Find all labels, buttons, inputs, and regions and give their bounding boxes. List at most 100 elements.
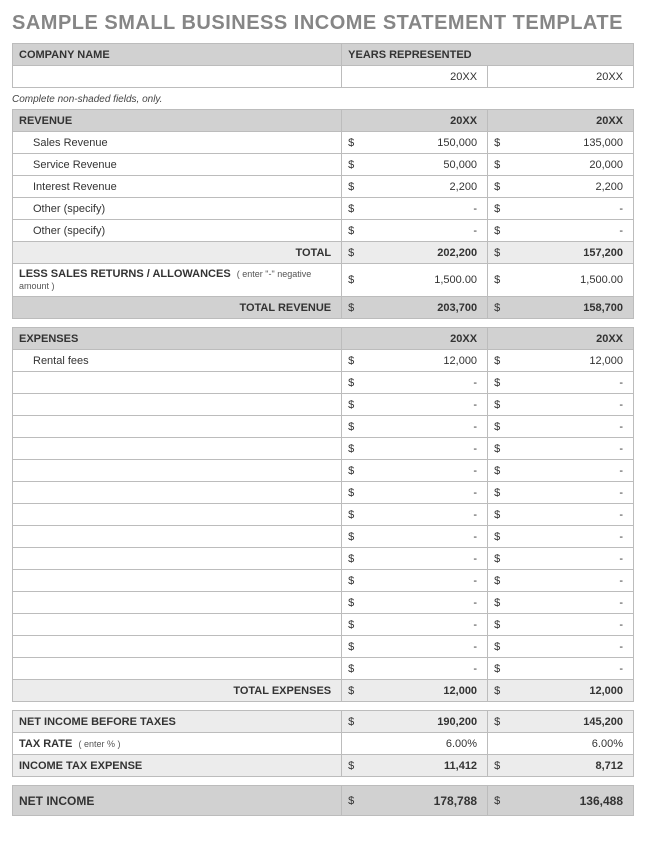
row-value-1[interactable]: 2,200: [360, 176, 487, 198]
currency-symbol: $: [488, 460, 507, 482]
less-returns-v2[interactable]: 1,500.00: [506, 264, 633, 297]
nibt-label: NET INCOME BEFORE TAXES: [13, 711, 342, 733]
currency-symbol: $: [488, 711, 507, 733]
row-label[interactable]: Rental fees: [13, 350, 342, 372]
row-label[interactable]: [13, 636, 342, 658]
currency-symbol: $: [342, 614, 361, 636]
row-value-1[interactable]: -: [360, 482, 487, 504]
row-value-2[interactable]: -: [506, 614, 633, 636]
row-value-1[interactable]: -: [360, 220, 487, 242]
row-value-2[interactable]: -: [506, 570, 633, 592]
row-label[interactable]: [13, 570, 342, 592]
currency-symbol: $: [342, 548, 361, 570]
currency-symbol: $: [488, 198, 507, 220]
currency-symbol: $: [488, 755, 507, 777]
currency-symbol: $: [488, 394, 507, 416]
less-returns-v1[interactable]: 1,500.00: [360, 264, 487, 297]
row-label[interactable]: [13, 460, 342, 482]
row-value-2[interactable]: -: [506, 198, 633, 220]
row-value-1[interactable]: -: [360, 198, 487, 220]
total-revenue-v1: 203,700: [360, 297, 487, 319]
currency-symbol: $: [488, 132, 507, 154]
row-label[interactable]: [13, 372, 342, 394]
row-value-1[interactable]: -: [360, 592, 487, 614]
tax-rate-v2[interactable]: 6.00%: [506, 733, 633, 755]
row-value-2[interactable]: -: [506, 372, 633, 394]
row-value-2[interactable]: -: [506, 438, 633, 460]
row-value-2[interactable]: -: [506, 636, 633, 658]
year2-input[interactable]: 20XX: [488, 66, 634, 88]
row-label[interactable]: [13, 394, 342, 416]
row-value-2[interactable]: 20,000: [506, 154, 633, 176]
row-value-2[interactable]: -: [506, 482, 633, 504]
row-value-2[interactable]: -: [506, 592, 633, 614]
row-value-1[interactable]: -: [360, 658, 487, 680]
row-label[interactable]: [13, 482, 342, 504]
page-title: SAMPLE SMALL BUSINESS INCOME STATEMENT T…: [12, 12, 634, 35]
expenses-table: EXPENSES 20XX 20XX Rental fees$12,000$12…: [12, 327, 634, 702]
row-value-1[interactable]: -: [360, 526, 487, 548]
row-value-2[interactable]: -: [506, 460, 633, 482]
currency-symbol: $: [342, 438, 361, 460]
currency-symbol: $: [488, 548, 507, 570]
tax-rate-v1[interactable]: 6.00%: [360, 733, 487, 755]
row-value-1[interactable]: -: [360, 372, 487, 394]
row-label[interactable]: Other (specify): [13, 220, 342, 242]
row-value-1[interactable]: -: [360, 416, 487, 438]
row-label[interactable]: [13, 504, 342, 526]
row-value-1[interactable]: 150,000: [360, 132, 487, 154]
currency-symbol: $: [488, 614, 507, 636]
currency-symbol: $: [342, 755, 361, 777]
row-value-2[interactable]: 12,000: [506, 350, 633, 372]
row-value-2[interactable]: 135,000: [506, 132, 633, 154]
row-value-2[interactable]: -: [506, 526, 633, 548]
row-label[interactable]: [13, 614, 342, 636]
currency-symbol: $: [342, 570, 361, 592]
row-value-2[interactable]: -: [506, 220, 633, 242]
row-value-1[interactable]: -: [360, 570, 487, 592]
currency-symbol: $: [342, 297, 361, 319]
row-value-1[interactable]: -: [360, 394, 487, 416]
row-value-2[interactable]: -: [506, 504, 633, 526]
row-value-1[interactable]: -: [360, 504, 487, 526]
row-value-2[interactable]: -: [506, 658, 633, 680]
currency-symbol: $: [342, 711, 361, 733]
revenue-table: REVENUE 20XX 20XX Sales Revenue$150,000$…: [12, 109, 634, 319]
row-value-1[interactable]: -: [360, 460, 487, 482]
row-label[interactable]: [13, 658, 342, 680]
row-label[interactable]: [13, 592, 342, 614]
row-value-1[interactable]: 50,000: [360, 154, 487, 176]
tax-rate-label: TAX RATE ( enter % ): [13, 733, 342, 755]
year1-input[interactable]: 20XX: [342, 66, 488, 88]
row-value-1[interactable]: -: [360, 438, 487, 460]
currency-symbol: $: [488, 154, 507, 176]
row-label[interactable]: [13, 416, 342, 438]
less-returns-label: LESS SALES RETURNS / ALLOWANCES ( enter …: [13, 264, 342, 297]
row-label[interactable]: Interest Revenue: [13, 176, 342, 198]
row-value-2[interactable]: -: [506, 548, 633, 570]
table-row: $-$-: [13, 592, 634, 614]
currency-symbol: $: [342, 680, 361, 702]
currency-symbol: $: [488, 372, 507, 394]
row-label[interactable]: [13, 438, 342, 460]
nibt-v2: 145,200: [506, 711, 633, 733]
currency-symbol: $: [488, 636, 507, 658]
row-label[interactable]: [13, 526, 342, 548]
row-value-2[interactable]: -: [506, 394, 633, 416]
row-value-2[interactable]: 2,200: [506, 176, 633, 198]
row-value-1[interactable]: -: [360, 636, 487, 658]
row-value-1[interactable]: 12,000: [360, 350, 487, 372]
row-value-1[interactable]: -: [360, 614, 487, 636]
expenses-year1: 20XX: [342, 328, 488, 350]
row-label[interactable]: Sales Revenue: [13, 132, 342, 154]
row-value-2[interactable]: -: [506, 416, 633, 438]
row-label[interactable]: [13, 548, 342, 570]
row-label[interactable]: Other (specify): [13, 198, 342, 220]
currency-symbol: $: [488, 592, 507, 614]
summary-table: NET INCOME BEFORE TAXES $ 190,200 $ 145,…: [12, 710, 634, 777]
row-value-1[interactable]: -: [360, 548, 487, 570]
currency-symbol: $: [342, 198, 361, 220]
total-expenses-v2: 12,000: [506, 680, 633, 702]
company-name-input[interactable]: [13, 66, 342, 88]
row-label[interactable]: Service Revenue: [13, 154, 342, 176]
